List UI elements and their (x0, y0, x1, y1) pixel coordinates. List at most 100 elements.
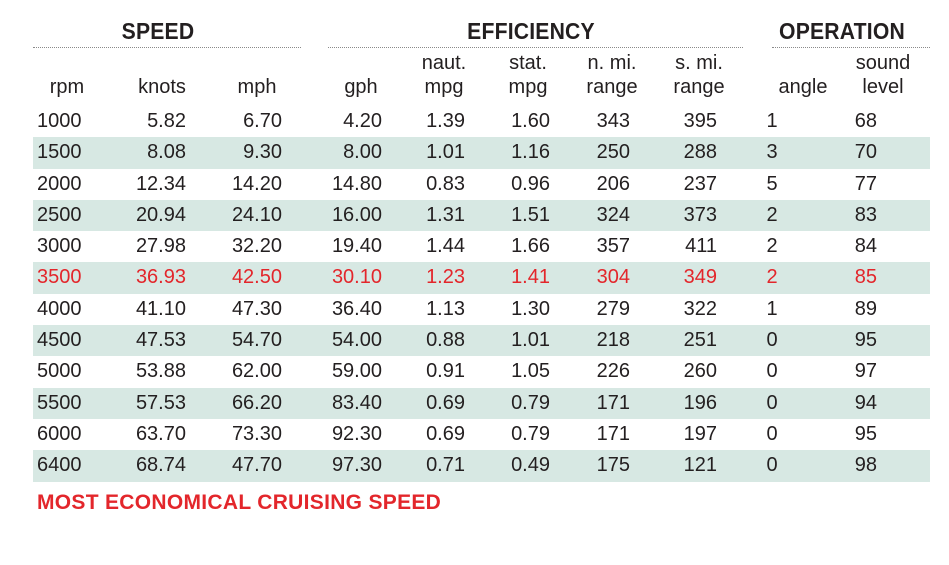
header-n-mi-range-line2: range (586, 76, 638, 98)
row-filler (889, 325, 930, 357)
header-sound-level: sound level (838, 51, 928, 99)
cell-sound-level: 97 (854, 360, 877, 383)
cell-sound-level: 68 (854, 110, 877, 132)
cell-gph: 97.30 (282, 450, 382, 482)
header-sound-level-line2: level (862, 76, 904, 98)
cell-s-mi-range: 237 (683, 172, 717, 195)
header-s-mi-range: s. mi. range (654, 51, 744, 99)
cell-gph: 36.40 (331, 297, 382, 320)
cell-naut-mpg: 0.71 (382, 450, 465, 482)
cell-stat-mpg: 1.30 (511, 297, 550, 320)
cell-gph: 16.00 (282, 199, 382, 232)
cell-mph: 24.10 (186, 199, 282, 232)
cell-s-mi-range: 288 (630, 137, 717, 169)
cell-stat-mpg: 1.01 (465, 325, 550, 357)
group-rule-operation (772, 47, 930, 48)
cell-angle: 0 (766, 422, 778, 445)
cell-n-mi-range: 175 (550, 450, 630, 482)
header-stat-mpg-line2: mpg (508, 76, 548, 98)
cell-sound-level: 94 (809, 387, 889, 419)
cell-mph: 32.20 (231, 235, 282, 258)
cell-mph: 14.20 (231, 172, 282, 195)
cell-n-mi-range: 226 (596, 360, 630, 383)
cell-mph: 47.70 (186, 450, 282, 482)
cell-naut-mpg: 1.23 (382, 262, 465, 294)
group-rule-speed (33, 47, 301, 48)
group-title-efficiency: EFFICIENCY (467, 18, 595, 44)
cell-n-mi-range: 171 (550, 387, 630, 419)
cell-sound-level: 85 (809, 262, 889, 294)
cell-n-mi-range: 357 (596, 235, 630, 258)
cell-rpm: 3000 (37, 235, 82, 258)
cell-angle: 0 (766, 360, 778, 383)
cell-mph: 42.50 (186, 262, 282, 294)
header-stat-mpg: stat. mpg (483, 51, 573, 99)
cell-n-mi-range: 206 (596, 172, 630, 195)
cell-angle: 5 (766, 172, 778, 195)
cell-sound-level: 98 (809, 450, 889, 482)
cell-naut-mpg: 1.44 (426, 235, 465, 258)
cell-sound-level: 95 (854, 422, 877, 445)
footnote: MOST ECONOMICAL CRUISING SPEED (37, 491, 442, 514)
cell-gph: 19.40 (331, 235, 382, 258)
cell-mph: 73.30 (231, 422, 282, 445)
performance-table-body: 1000 5.82 6.70 4.20 1.39 1.60 343 395 1 68 1500 8.0… (33, 106, 930, 482)
cell-n-mi-range: 250 (550, 137, 630, 169)
cell-naut-mpg: 0.69 (426, 422, 465, 445)
cell-sound-level: 77 (854, 172, 877, 195)
cell-rpm: 2000 (37, 172, 82, 195)
cell-s-mi-range: 373 (630, 199, 717, 232)
table-row: 4000 41.10 47.30 36.40 1.13 1.30 279 322 1 89 (33, 294, 930, 325)
header-stat-mpg-line1: stat. (509, 52, 547, 74)
cell-rpm: 4000 (37, 297, 82, 320)
cell-rpm: 5000 (37, 360, 82, 383)
cell-n-mi-range: 279 (596, 297, 630, 320)
row-filler (889, 419, 930, 450)
cell-rpm: 1000 (37, 110, 82, 132)
performance-table: 1000 5.82 6.70 4.20 1.39 1.60 343 395 1 68 1500 8.0… (33, 106, 930, 482)
cell-knots: 12.34 (135, 172, 186, 195)
header-naut-mpg: naut. mpg (399, 51, 489, 99)
cell-stat-mpg: 1.60 (511, 110, 550, 132)
group-title-operation: OPERATION (779, 18, 905, 44)
cell-s-mi-range: 260 (683, 360, 717, 383)
cell-s-mi-range: 411 (685, 235, 717, 258)
cell-gph: 4.20 (343, 110, 382, 132)
cell-s-mi-range: 322 (683, 297, 717, 320)
cell-s-mi-range: 196 (630, 387, 717, 419)
cell-angle: 2 (717, 262, 809, 294)
cell-rpm: 4500 (33, 325, 87, 357)
table-row: 6000 63.70 73.30 92.30 0.69 0.79 171 197 0 95 (33, 419, 930, 450)
cell-naut-mpg: 0.69 (382, 387, 465, 419)
cell-stat-mpg: 1.05 (511, 360, 550, 383)
table-row: 3000 27.98 32.20 19.40 1.44 1.66 357 411 2 84 (33, 231, 930, 262)
cell-gph: 14.80 (331, 172, 382, 195)
cell-mph: 47.30 (231, 297, 282, 320)
cell-rpm: 3500 (33, 262, 87, 294)
cell-sound-level: 70 (809, 137, 889, 169)
header-n-mi-range-line1: n. mi. (587, 52, 637, 74)
row-filler (889, 294, 930, 325)
cell-naut-mpg: 0.91 (426, 360, 465, 383)
cell-knots: 36.93 (87, 262, 186, 294)
table-row: 5000 53.88 62.00 59.00 0.91 1.05 226 260 0 97 (33, 356, 930, 387)
cell-stat-mpg: 1.66 (511, 235, 550, 258)
cell-n-mi-range: 171 (596, 422, 630, 445)
header-mph: mph (212, 75, 302, 99)
header-rpm: rpm (22, 75, 112, 99)
cell-rpm: 2500 (33, 199, 87, 232)
cell-angle: 2 (766, 235, 778, 258)
cell-n-mi-range: 218 (550, 325, 630, 357)
header-knots: knots (117, 75, 207, 99)
table-row: 3500 36.93 42.50 30.10 1.23 1.41 304 349 2 85 (33, 262, 930, 294)
row-filler (889, 137, 930, 169)
header-s-mi-range-line1: s. mi. (675, 52, 723, 74)
cell-rpm: 6000 (37, 422, 82, 445)
table-row: 1500 8.08 9.30 8.00 1.01 1.16 250 288 3 70 (33, 137, 930, 169)
row-filler (889, 387, 930, 419)
cell-angle: 0 (717, 450, 809, 482)
header-sound-level-line1: sound (855, 52, 911, 74)
row-filler (889, 231, 930, 262)
cell-stat-mpg: 0.79 (465, 387, 550, 419)
row-filler (889, 199, 930, 232)
